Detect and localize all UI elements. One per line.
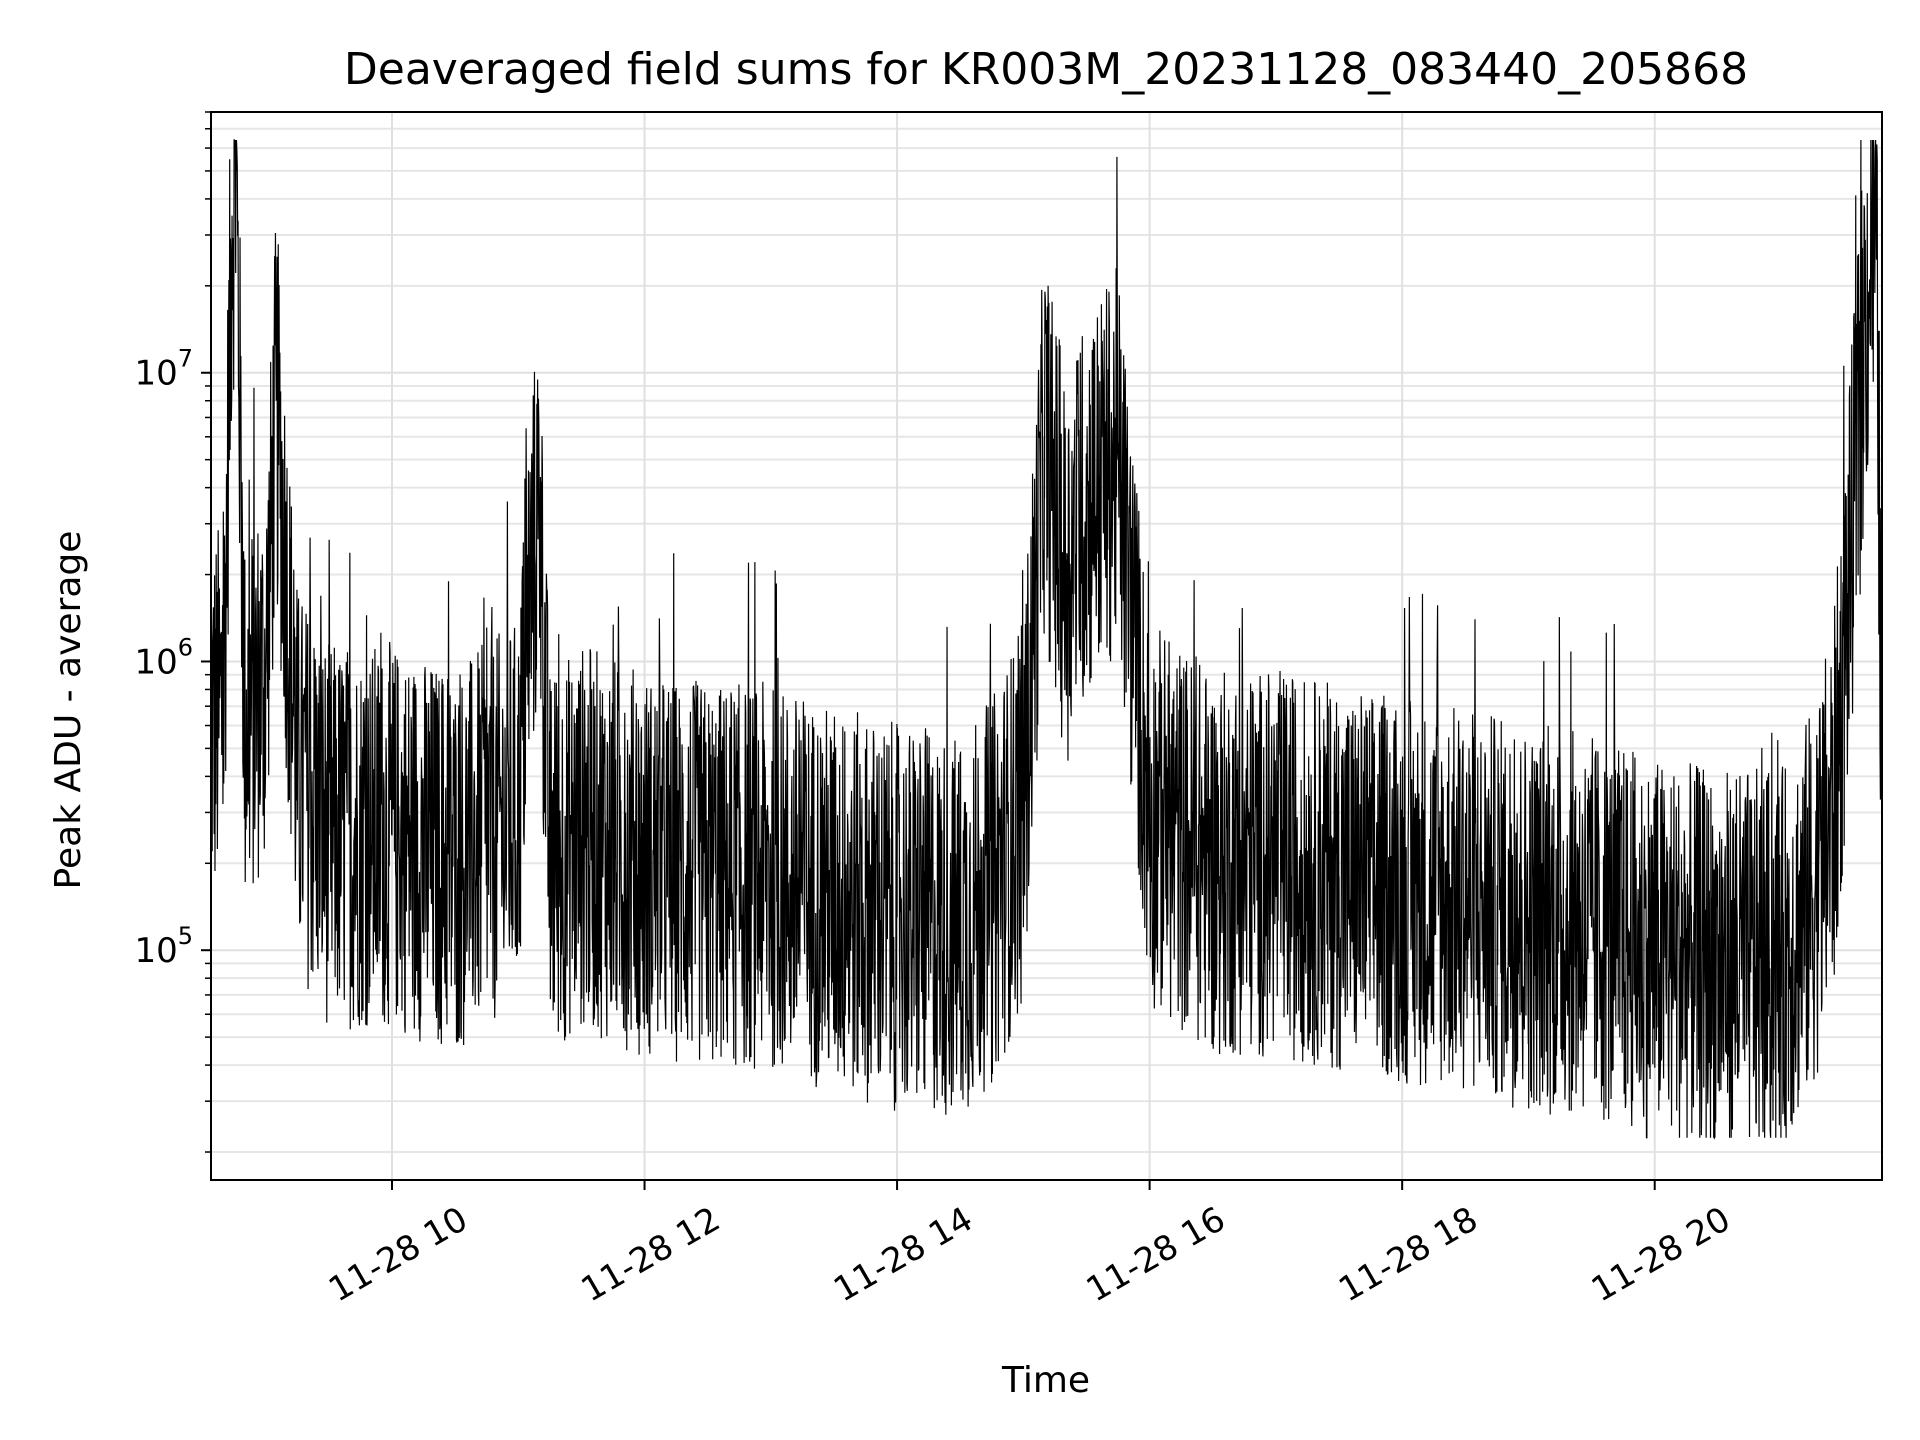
y-tick-label: 105 bbox=[134, 922, 193, 971]
y-tick-label: 107 bbox=[134, 345, 193, 394]
x-axis-label: Time bbox=[1001, 1360, 1090, 1401]
series-line bbox=[210, 139, 1883, 1140]
plot-frame bbox=[210, 111, 1883, 1181]
series-area bbox=[210, 139, 1883, 1140]
chart-title: Deaveraged field sums for KR003M_2023112… bbox=[344, 44, 1748, 95]
y-axis-label: Peak ADU - average bbox=[48, 531, 89, 890]
y-tick-label: 106 bbox=[134, 633, 193, 682]
